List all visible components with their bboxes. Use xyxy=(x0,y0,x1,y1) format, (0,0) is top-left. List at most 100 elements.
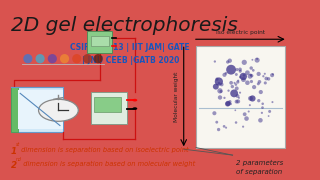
Point xyxy=(249,80,254,83)
Text: 2: 2 xyxy=(11,161,17,170)
Point xyxy=(250,58,255,61)
Point xyxy=(228,68,234,71)
Point xyxy=(252,86,257,89)
Point xyxy=(228,81,234,84)
Point xyxy=(244,117,249,120)
Point xyxy=(269,74,275,77)
Point xyxy=(261,75,266,78)
Point xyxy=(241,125,246,128)
Circle shape xyxy=(132,99,137,102)
Point xyxy=(219,90,224,93)
Point xyxy=(242,61,247,64)
Ellipse shape xyxy=(60,54,69,63)
Point xyxy=(245,81,250,84)
Point xyxy=(214,121,219,124)
Point xyxy=(238,76,243,79)
Point xyxy=(264,77,269,80)
FancyBboxPatch shape xyxy=(91,92,127,124)
FancyBboxPatch shape xyxy=(87,31,112,53)
Circle shape xyxy=(39,99,78,121)
Point xyxy=(263,82,268,84)
Bar xyxy=(11,87,18,132)
Bar xyxy=(18,90,63,129)
Point xyxy=(232,92,237,95)
Point xyxy=(245,71,250,74)
Point xyxy=(221,125,227,128)
Point xyxy=(248,73,253,76)
Point xyxy=(256,82,261,85)
Point xyxy=(258,91,263,93)
Point xyxy=(242,74,247,77)
Point xyxy=(225,103,230,105)
Ellipse shape xyxy=(23,54,32,63)
Point xyxy=(223,126,228,129)
Point xyxy=(234,121,239,124)
Point xyxy=(260,106,265,109)
Ellipse shape xyxy=(72,54,81,63)
Point xyxy=(258,119,263,122)
Point xyxy=(212,60,217,63)
Point xyxy=(235,81,240,84)
Point xyxy=(241,75,246,78)
Point xyxy=(212,112,217,115)
Point xyxy=(260,102,265,105)
Point xyxy=(254,59,260,62)
Point xyxy=(241,78,246,81)
Text: Iso electric point: Iso electric point xyxy=(216,30,265,35)
Bar xyxy=(91,36,109,46)
Point xyxy=(234,87,239,90)
Point xyxy=(233,109,238,112)
Text: st: st xyxy=(16,142,20,147)
Point xyxy=(270,101,275,103)
Point xyxy=(226,102,231,105)
Point xyxy=(257,80,262,83)
Point xyxy=(219,83,224,86)
Text: 2 parameters
of separation: 2 parameters of separation xyxy=(236,160,283,175)
Point xyxy=(216,82,221,85)
Point xyxy=(218,96,223,99)
Point xyxy=(230,85,235,88)
Point xyxy=(267,110,272,113)
FancyBboxPatch shape xyxy=(11,87,63,132)
Ellipse shape xyxy=(93,54,103,63)
Ellipse shape xyxy=(48,54,57,63)
Point xyxy=(254,57,260,60)
Point xyxy=(238,70,243,73)
Bar xyxy=(196,46,284,148)
Point xyxy=(256,73,261,75)
Point xyxy=(236,79,241,82)
Point xyxy=(246,110,251,113)
Point xyxy=(225,60,230,63)
Point xyxy=(262,72,267,75)
Point xyxy=(213,85,218,88)
Ellipse shape xyxy=(83,54,92,63)
Circle shape xyxy=(132,107,137,110)
Point xyxy=(251,69,256,72)
Point xyxy=(222,96,227,99)
Point xyxy=(236,96,242,99)
Point xyxy=(216,80,221,83)
Point xyxy=(237,68,243,71)
Point xyxy=(256,99,261,102)
Text: 1: 1 xyxy=(11,147,17,156)
Point xyxy=(234,100,239,103)
Text: Molecular weight: Molecular weight xyxy=(173,72,179,122)
Point xyxy=(242,113,247,116)
Point xyxy=(266,77,271,80)
Point xyxy=(217,89,222,92)
Point xyxy=(223,72,228,75)
Bar xyxy=(93,97,121,112)
Point xyxy=(214,78,220,80)
Point xyxy=(232,82,237,84)
Point xyxy=(235,94,240,97)
Text: dimension is separation based on molecular weight: dimension is separation based on molecul… xyxy=(19,161,195,167)
Point xyxy=(222,73,227,76)
Point xyxy=(236,100,241,103)
Point xyxy=(270,73,276,76)
Point xyxy=(228,102,233,105)
Point xyxy=(228,100,233,103)
Point xyxy=(227,59,232,62)
Point xyxy=(233,83,238,86)
Point xyxy=(226,89,231,92)
Point xyxy=(237,91,243,94)
